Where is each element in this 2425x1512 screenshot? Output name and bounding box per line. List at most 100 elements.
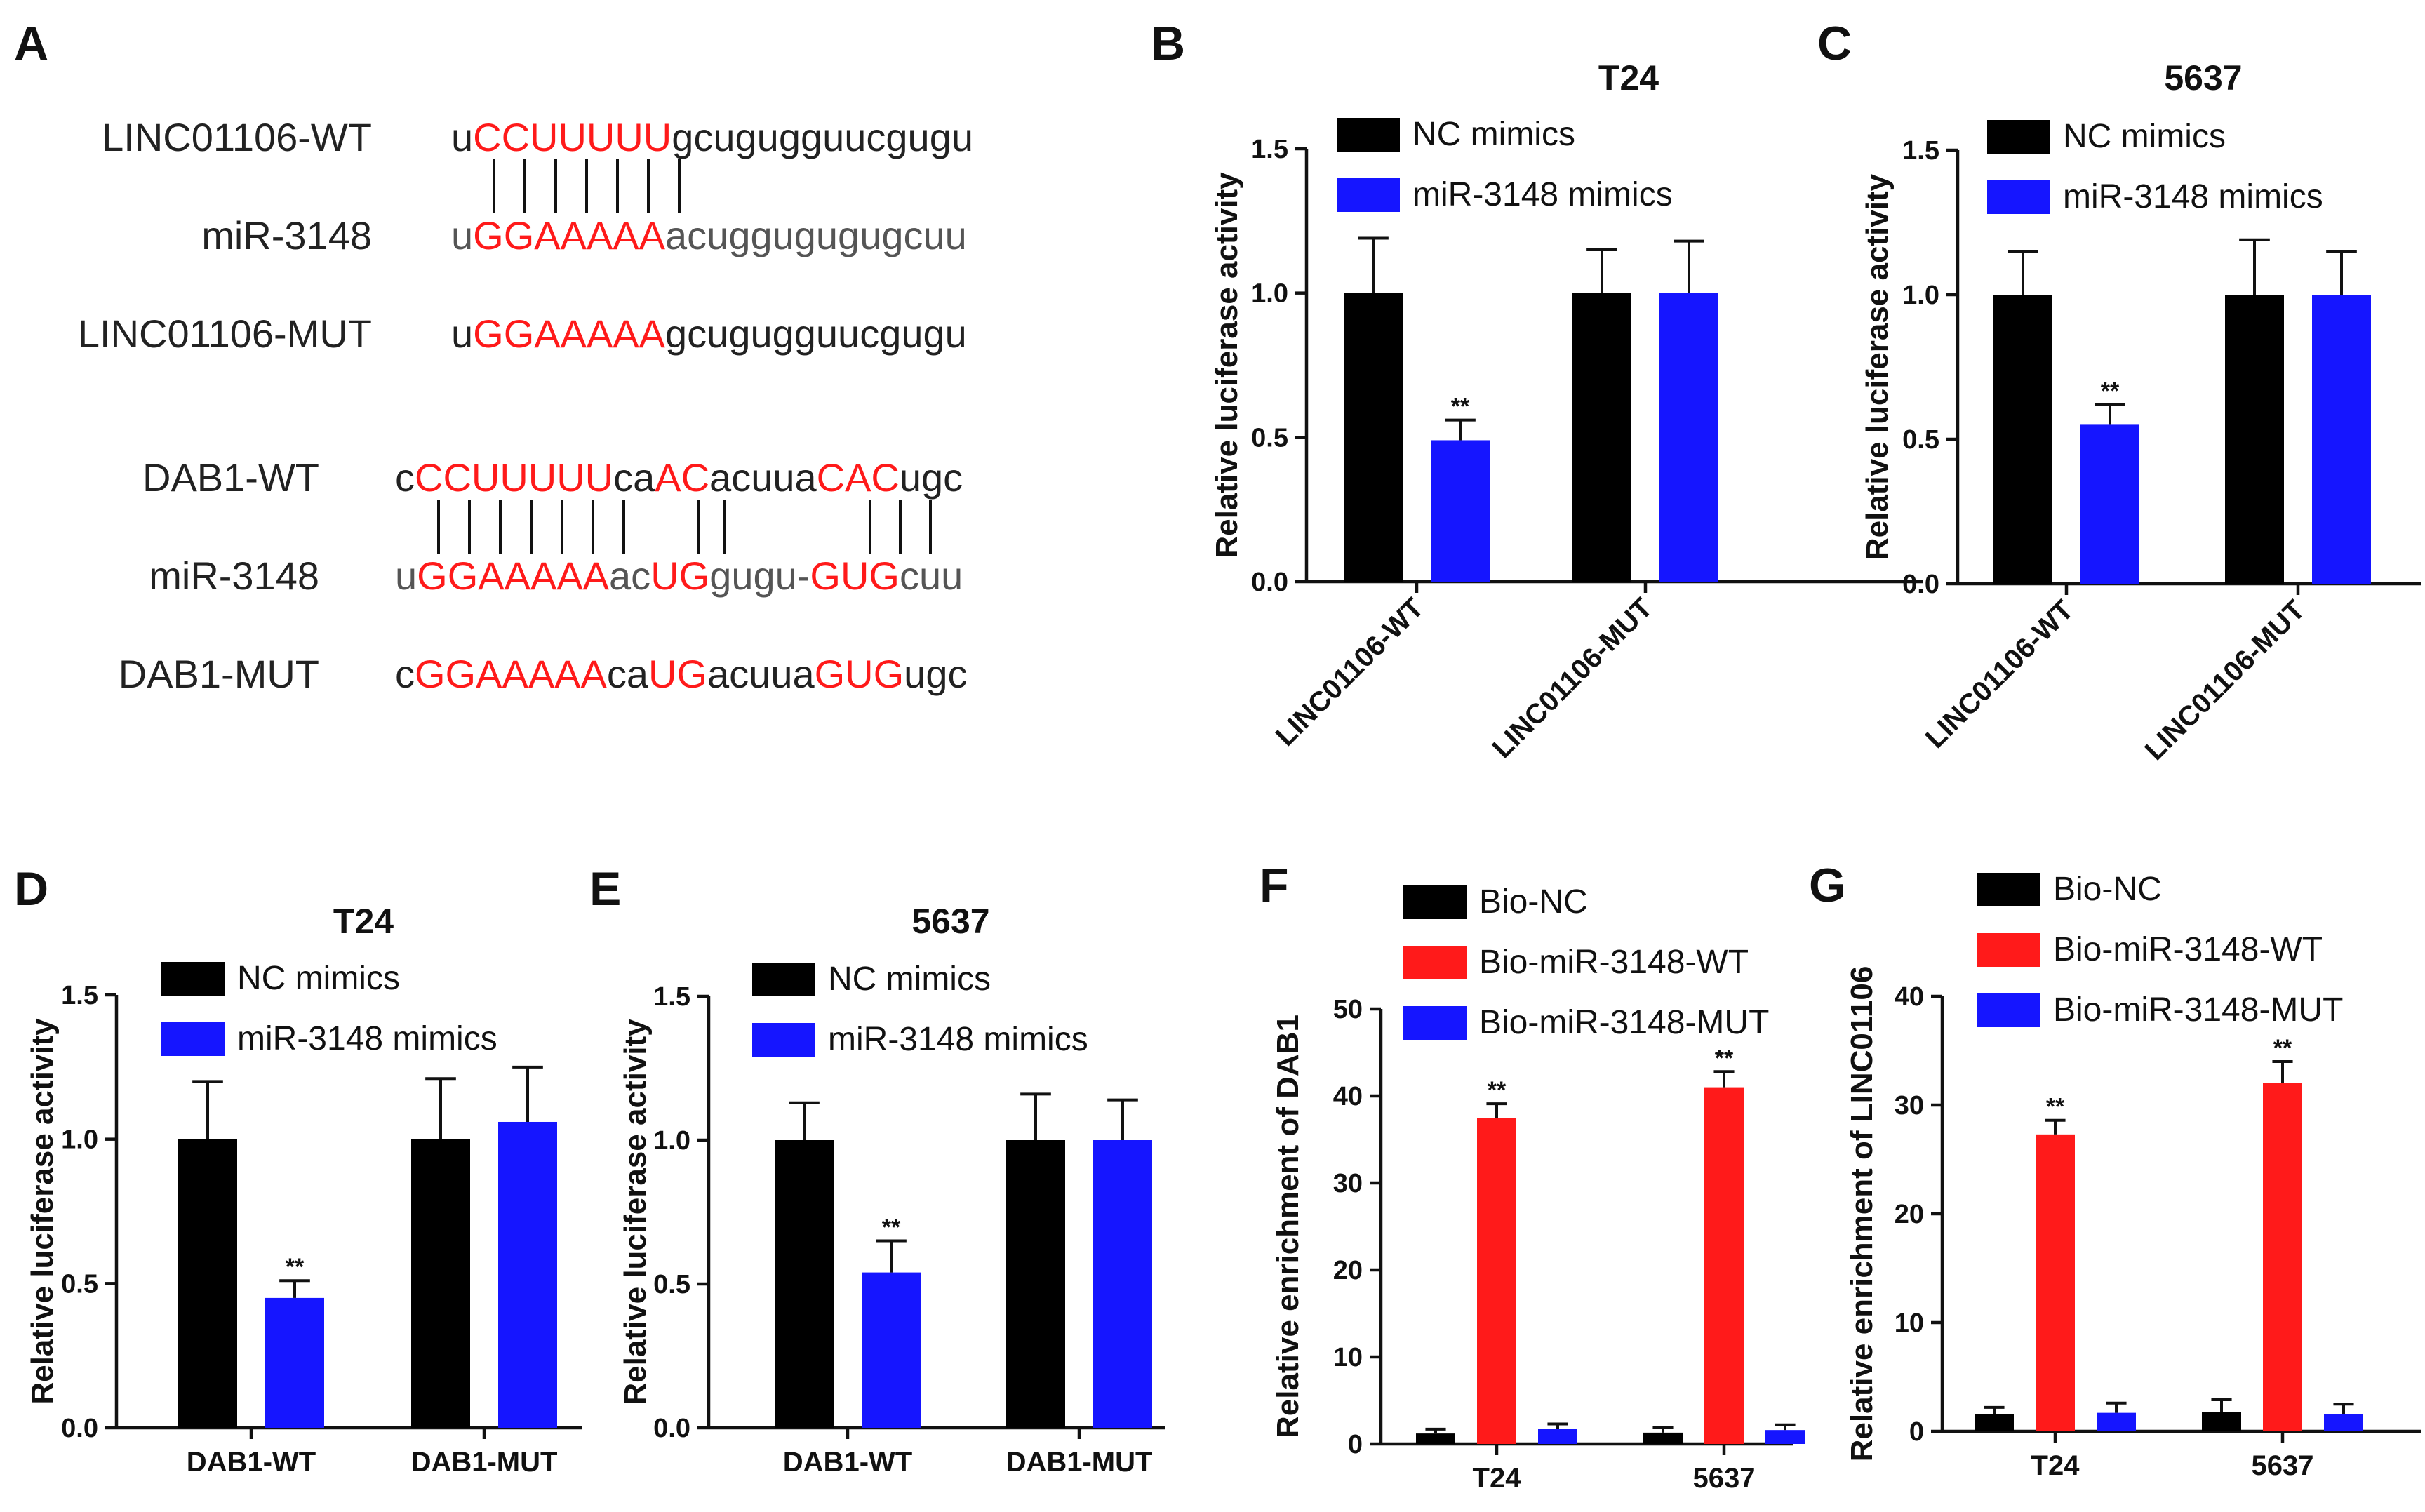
x-tick-label: LINC01106-WT (1920, 594, 2080, 754)
legend-label: NC mimics (828, 961, 991, 998)
bar (1704, 1087, 1744, 1444)
y-tick-label: 30 (1895, 1091, 1924, 1120)
panel-letter-g: G (1809, 859, 1846, 912)
legend-label: NC mimics (1412, 116, 1575, 153)
y-tick-label: 0.5 (61, 1269, 98, 1299)
seq-linc-wt: uCCUUUUUgcugugguucgugu (451, 115, 973, 159)
seq-segment: ugc (904, 652, 967, 696)
x-tick-label: DAB1-MUT (1006, 1447, 1153, 1478)
seq-segment: acuggugugugcuu (665, 213, 967, 257)
significance-label: ** (2273, 1035, 2292, 1062)
y-tick-label: 1.5 (61, 981, 98, 1010)
bar (1643, 1432, 1683, 1444)
bar (498, 1121, 557, 1428)
significance-label: ** (286, 1254, 305, 1280)
seq-segment: ac (609, 554, 650, 598)
bar (1538, 1429, 1577, 1444)
seq-segment: u (395, 554, 417, 598)
y-tick-label: 10 (1895, 1309, 1924, 1338)
significance-label: ** (1715, 1045, 1734, 1071)
x-tick-label: DAB1-WT (783, 1447, 912, 1478)
seq-segment: AC (655, 455, 709, 500)
y-tick-label: 1.5 (1251, 135, 1288, 164)
seq-segment: UG (648, 652, 707, 696)
legend-label: Bio-miR-3148-MUT (2053, 991, 2343, 1029)
bar (2263, 1083, 2302, 1431)
x-tick-label: DAB1-WT (187, 1447, 316, 1478)
bar (2202, 1412, 2241, 1431)
legend-label: miR-3148 mimics (828, 1021, 1088, 1058)
legend-swatch (1977, 873, 2040, 906)
significance-label: ** (1451, 394, 1470, 420)
legend-label: miR-3148 mimics (2063, 178, 2323, 215)
bar (1659, 293, 1718, 582)
x-tick-label: LINC01106-MUT (2139, 594, 2311, 766)
y-tick-label: 20 (1895, 1200, 1924, 1229)
x-tick-label: LINC01106-MUT (1486, 592, 1658, 764)
legend-label: NC mimics (2063, 118, 2226, 155)
significance-label: ** (882, 1215, 901, 1241)
legend-label: miR-3148 mimics (237, 1020, 497, 1057)
seq-segment: ca (607, 652, 649, 696)
seq-dab1-wt: cCCUUUUUcaACacuuaCACugc (395, 455, 963, 500)
seq-label-dab1-mut: DAB1-MUT (119, 652, 319, 696)
bar (1975, 1414, 2014, 1431)
seq-label-dab1-wt: DAB1-WT (142, 455, 319, 500)
chart-title: T24 (333, 902, 394, 941)
y-tick-label: 40 (1895, 982, 1924, 1012)
significance-label: ** (1488, 1077, 1507, 1104)
panel-letter-b: B (1151, 17, 1185, 70)
chart-title: 5637 (2164, 58, 2242, 98)
seq-segment: GGAAAAA (473, 213, 666, 257)
seq-segment: gcugugguucgugu (665, 312, 967, 356)
x-tick-label: 5637 (2252, 1450, 2314, 1481)
bar (1477, 1118, 1516, 1444)
y-tick-label: 1.0 (653, 1126, 690, 1156)
x-tick-label: 5637 (1693, 1463, 1756, 1494)
bar (1993, 295, 2052, 584)
seq-linc-mut: uGGAAAAAgcugugguucgugu (451, 312, 967, 356)
y-axis-label: Relative enrichment of LINC01106 (1845, 966, 1879, 1462)
bar (1765, 1430, 1805, 1444)
seq-segment: u (451, 312, 473, 356)
legend-label: Bio-miR-3148-WT (1479, 944, 1749, 981)
legend-swatch (1337, 178, 1400, 212)
panel-letter-f: F (1260, 859, 1289, 912)
y-tick-label: 10 (1333, 1343, 1363, 1372)
y-tick-label: 1.0 (61, 1125, 98, 1155)
bar (862, 1272, 921, 1428)
y-tick-label: 0.0 (653, 1414, 690, 1443)
seq-label-mir-1: miR-3148 (201, 213, 372, 257)
significance-label: ** (2046, 1094, 2065, 1120)
seq-segment: gcugugguucgugu (672, 115, 973, 159)
legend-label: Bio-miR-3148-MUT (1479, 1004, 1769, 1041)
bar (1572, 293, 1631, 582)
legend-label: Bio-NC (1479, 883, 1588, 921)
seq-label-linc-wt: LINC01106-WT (102, 115, 372, 159)
seq-segment: gugu- (709, 554, 810, 598)
seq-segment: u (451, 115, 473, 159)
y-axis-label: Relative luciferase activity (25, 1018, 60, 1405)
bar (1431, 440, 1490, 582)
seq-segment: ugc (900, 455, 963, 500)
y-tick-label: 0.0 (1251, 568, 1288, 597)
y-tick-label: 0 (1909, 1417, 1924, 1447)
y-tick-label: 1.0 (1251, 279, 1288, 309)
panel-g-chart: G Relative enrichment of LINC01106 0 10 20 3… (1809, 859, 2421, 1481)
pairing-lines-2 (437, 500, 932, 554)
seq-segment: CCUUUUU (473, 115, 672, 159)
panel-a: A LINC01106-WT miR-3148 LINC01106-MUT uC… (14, 17, 973, 696)
y-tick-label: 0.5 (1902, 425, 1939, 455)
seq-segment: GGAAAAA (415, 652, 608, 696)
bar (2097, 1412, 2136, 1431)
y-tick-label: 0.0 (1902, 570, 1939, 599)
legend-label: miR-3148 mimics (1412, 176, 1673, 213)
bar (2324, 1414, 2363, 1431)
bar (1093, 1140, 1152, 1428)
y-tick-label: 1.5 (1902, 136, 1939, 166)
seq-segment: acuua (707, 652, 815, 696)
panel-letter-a: A (14, 17, 48, 70)
